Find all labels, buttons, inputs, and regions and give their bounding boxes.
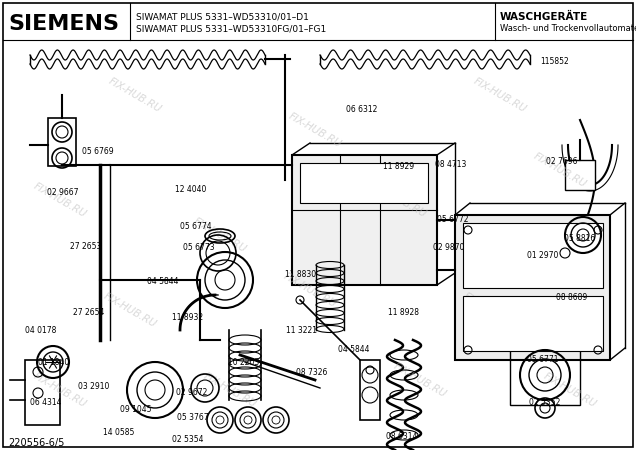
Text: 02 9667: 02 9667 bbox=[47, 188, 78, 197]
Text: SIWAMAT PLUS 5331–WD53310FG/01–FG1: SIWAMAT PLUS 5331–WD53310FG/01–FG1 bbox=[136, 25, 326, 34]
Text: 05 8816: 05 8816 bbox=[564, 234, 595, 243]
Text: FIX-HUB.RU: FIX-HUB.RU bbox=[532, 151, 588, 189]
Text: 11 8928: 11 8928 bbox=[388, 308, 419, 317]
Text: 27 2653: 27 2653 bbox=[70, 242, 101, 251]
Text: 04 5844: 04 5844 bbox=[147, 277, 179, 286]
Text: 01 2970: 01 2970 bbox=[527, 251, 558, 260]
Text: FIX-HUB.RU: FIX-HUB.RU bbox=[32, 181, 88, 219]
Text: 06 4314: 06 4314 bbox=[30, 398, 62, 407]
Text: FIX-HUB.RU: FIX-HUB.RU bbox=[287, 111, 343, 149]
Text: WASCHGERÄTE: WASCHGERÄTE bbox=[500, 12, 588, 22]
Text: 08 7326: 08 7326 bbox=[296, 368, 328, 377]
Text: FIX-HUB.RU: FIX-HUB.RU bbox=[191, 216, 248, 254]
Text: FIX-HUB.RU: FIX-HUB.RU bbox=[462, 291, 518, 329]
Text: 02 5354: 02 5354 bbox=[172, 435, 204, 444]
Text: FIX-HUB.RU: FIX-HUB.RU bbox=[32, 371, 88, 409]
Text: 01 1840: 01 1840 bbox=[38, 358, 69, 367]
Text: 05 6772: 05 6772 bbox=[437, 215, 469, 224]
Text: FIX-HUB.RU: FIX-HUB.RU bbox=[392, 361, 448, 399]
Text: 08 8689: 08 8689 bbox=[556, 293, 587, 302]
Text: 11 8932: 11 8932 bbox=[172, 313, 203, 322]
Bar bbox=[25, 360, 60, 425]
Text: 27 2654: 27 2654 bbox=[73, 308, 104, 317]
Text: FIX-HUB.RU: FIX-HUB.RU bbox=[542, 371, 598, 409]
Text: 02 5352: 02 5352 bbox=[529, 398, 560, 407]
Bar bbox=[360, 360, 380, 420]
Text: 05 6773: 05 6773 bbox=[183, 243, 214, 252]
Text: 05 6771: 05 6771 bbox=[527, 355, 558, 364]
Text: 09 1045: 09 1045 bbox=[120, 405, 151, 414]
Text: 08 4713: 08 4713 bbox=[435, 160, 466, 169]
Text: 10 2203: 10 2203 bbox=[228, 358, 259, 367]
Text: 11 8830: 11 8830 bbox=[285, 270, 316, 279]
Text: 02 7696: 02 7696 bbox=[546, 157, 577, 166]
Bar bbox=[300, 163, 428, 203]
Text: SIEMENS: SIEMENS bbox=[8, 14, 119, 34]
Bar bbox=[48, 118, 76, 166]
Bar bbox=[463, 296, 603, 351]
Text: FIX-HUB.RU: FIX-HUB.RU bbox=[371, 181, 428, 219]
Text: Wasch- und Trockenvollautomaten: Wasch- und Trockenvollautomaten bbox=[500, 24, 636, 33]
Text: 220556-6/5: 220556-6/5 bbox=[8, 438, 64, 448]
Text: 06 6312: 06 6312 bbox=[346, 105, 377, 114]
Text: FIX-HUB.RU: FIX-HUB.RU bbox=[202, 371, 258, 409]
Bar bbox=[510, 345, 580, 405]
Text: 03 2910: 03 2910 bbox=[78, 382, 109, 391]
Text: 05 6769: 05 6769 bbox=[82, 147, 114, 156]
Text: 11 8929: 11 8929 bbox=[383, 162, 414, 171]
Text: 08 6314: 08 6314 bbox=[386, 432, 417, 441]
Text: 05 6774: 05 6774 bbox=[180, 222, 212, 231]
Bar bbox=[463, 223, 603, 288]
Text: 02 9672: 02 9672 bbox=[176, 388, 207, 397]
Text: 05 3767: 05 3767 bbox=[177, 413, 209, 422]
Text: 04 0178: 04 0178 bbox=[25, 326, 57, 335]
Bar bbox=[292, 155, 437, 285]
Text: 14 0585: 14 0585 bbox=[103, 428, 134, 437]
Text: 02 9870: 02 9870 bbox=[433, 243, 464, 252]
Text: 115852: 115852 bbox=[540, 57, 569, 66]
Text: 11 3221: 11 3221 bbox=[286, 326, 317, 335]
Text: SIWAMAT PLUS 5331–WD53310/01–D1: SIWAMAT PLUS 5331–WD53310/01–D1 bbox=[136, 13, 309, 22]
Text: 12 4040: 12 4040 bbox=[175, 185, 206, 194]
Text: FIX-HUB.RU: FIX-HUB.RU bbox=[282, 271, 338, 309]
Text: FIX-HUB.RU: FIX-HUB.RU bbox=[102, 291, 158, 329]
Bar bbox=[455, 215, 610, 360]
Text: FIX-HUB.RU: FIX-HUB.RU bbox=[107, 76, 163, 114]
Bar bbox=[565, 160, 595, 190]
Text: 04 5844: 04 5844 bbox=[338, 345, 370, 354]
Text: FIX-HUB.RU: FIX-HUB.RU bbox=[472, 76, 529, 114]
